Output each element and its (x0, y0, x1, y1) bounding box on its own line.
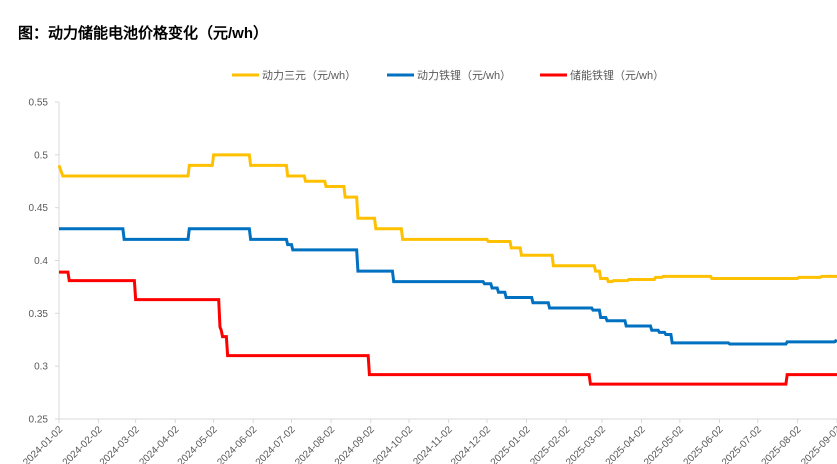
legend-label: 动力铁锂（元/wh） (417, 68, 511, 82)
legend-item-3: 储能铁锂（元/wh） (540, 68, 664, 82)
y-tick-label: 0.4 (34, 256, 48, 267)
x-tick-label: 2024-07-02 (254, 424, 298, 464)
y-tick-label: 0.5 (34, 150, 48, 161)
series-line-2 (59, 227, 837, 346)
x-tick-label: 2024-01-02 (21, 424, 65, 464)
y-tick-label: 0.35 (29, 309, 49, 320)
legend-item-2: 动力铁锂（元/wh） (387, 68, 511, 82)
y-tick-label: 0.3 (34, 362, 48, 373)
x-tick-label: 2025-05-02 (642, 424, 686, 464)
x-tick-label: 2024-05-02 (176, 424, 220, 464)
series-line-3 (59, 270, 837, 386)
x-tick-label: 2025-06-02 (682, 424, 726, 464)
x-tick-label: 2025-03-02 (564, 424, 608, 464)
x-tick-label: 2025-07-02 (720, 424, 764, 464)
x-tick-label: 2024-03-02 (98, 424, 142, 464)
y-axis: 0.55 0.5 0.45 0.4 0.35 0.3 0.25 (29, 98, 60, 426)
x-tick-label: 2024-08-02 (293, 424, 337, 464)
x-tick-label: 2025-09-02 (799, 424, 837, 464)
x-tick-label: 2025-04-02 (604, 424, 648, 464)
x-tick-label: 2024-11-02 (411, 424, 455, 464)
y-tick-label: 0.55 (29, 98, 49, 109)
x-tick-label: 2024-04-02 (137, 424, 181, 464)
x-tick-label: 2024-06-02 (215, 424, 259, 464)
series-line-1 (57, 153, 837, 284)
y-tick-label: 0.25 (29, 415, 49, 426)
legend-label: 动力三元（元/wh） (262, 69, 356, 82)
y-tick-label: 0.45 (29, 203, 49, 214)
x-tick-label: 2024-09-02 (333, 424, 377, 464)
x-tick-label: 2024-10-02 (371, 424, 415, 464)
legend-item-1: 动力三元（元/wh） (232, 69, 356, 82)
chart-title: 图：动力储能电池价格变化（元/wh） (18, 25, 268, 42)
x-axis: 2024-01-022024-02-022024-03-022024-04-02… (21, 418, 837, 464)
chart-legend: 动力三元（元/wh） 动力铁锂（元/wh） 储能铁锂（元/wh） (232, 68, 664, 82)
x-tick-label: 2024-12-02 (449, 424, 493, 464)
x-tick-label: 2024-02-02 (61, 424, 105, 464)
x-tick-label: 2025-01-02 (489, 424, 533, 464)
legend-label: 储能铁锂（元/wh） (570, 68, 664, 82)
plot-area (57, 153, 837, 386)
x-tick-label: 2025-08-02 (760, 424, 804, 464)
